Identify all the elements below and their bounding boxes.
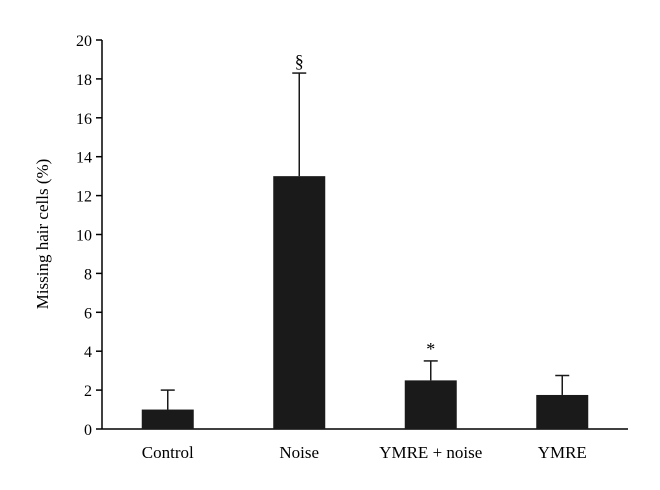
significance-marker: * bbox=[426, 339, 435, 359]
x-axis-labels: Control Noise YMRE + noise YMRE bbox=[142, 443, 587, 462]
y-tick-label: 4 bbox=[84, 344, 92, 361]
category-label: YMRE bbox=[538, 443, 587, 462]
y-tick-label: 14 bbox=[76, 150, 92, 167]
bar bbox=[273, 176, 326, 429]
significance-markers: §* bbox=[295, 51, 436, 359]
bars bbox=[141, 176, 589, 429]
y-tick-label: 12 bbox=[76, 189, 92, 206]
bar bbox=[141, 409, 194, 429]
y-tick-label: 20 bbox=[76, 33, 92, 50]
y-tick-label: 6 bbox=[84, 305, 92, 322]
y-tick-label: 18 bbox=[76, 72, 92, 89]
category-label: Control bbox=[142, 443, 194, 462]
bar bbox=[404, 380, 457, 429]
category-label: Noise bbox=[279, 443, 319, 462]
category-label: YMRE + noise bbox=[379, 443, 482, 462]
y-tick-label: 2 bbox=[84, 383, 92, 400]
y-tick-label: 10 bbox=[76, 228, 92, 245]
error-bars bbox=[160, 72, 570, 410]
significance-marker: § bbox=[295, 51, 304, 71]
bar bbox=[536, 394, 589, 429]
y-tick-label: 0 bbox=[84, 422, 92, 439]
y-axis-ticks: 0 2 4 6 8 10 12 14 16 18 20 bbox=[76, 33, 102, 439]
y-axis-title: Missing hair cells (%) bbox=[33, 159, 52, 310]
y-tick-label: 8 bbox=[84, 266, 92, 283]
y-tick-label: 16 bbox=[76, 111, 92, 128]
